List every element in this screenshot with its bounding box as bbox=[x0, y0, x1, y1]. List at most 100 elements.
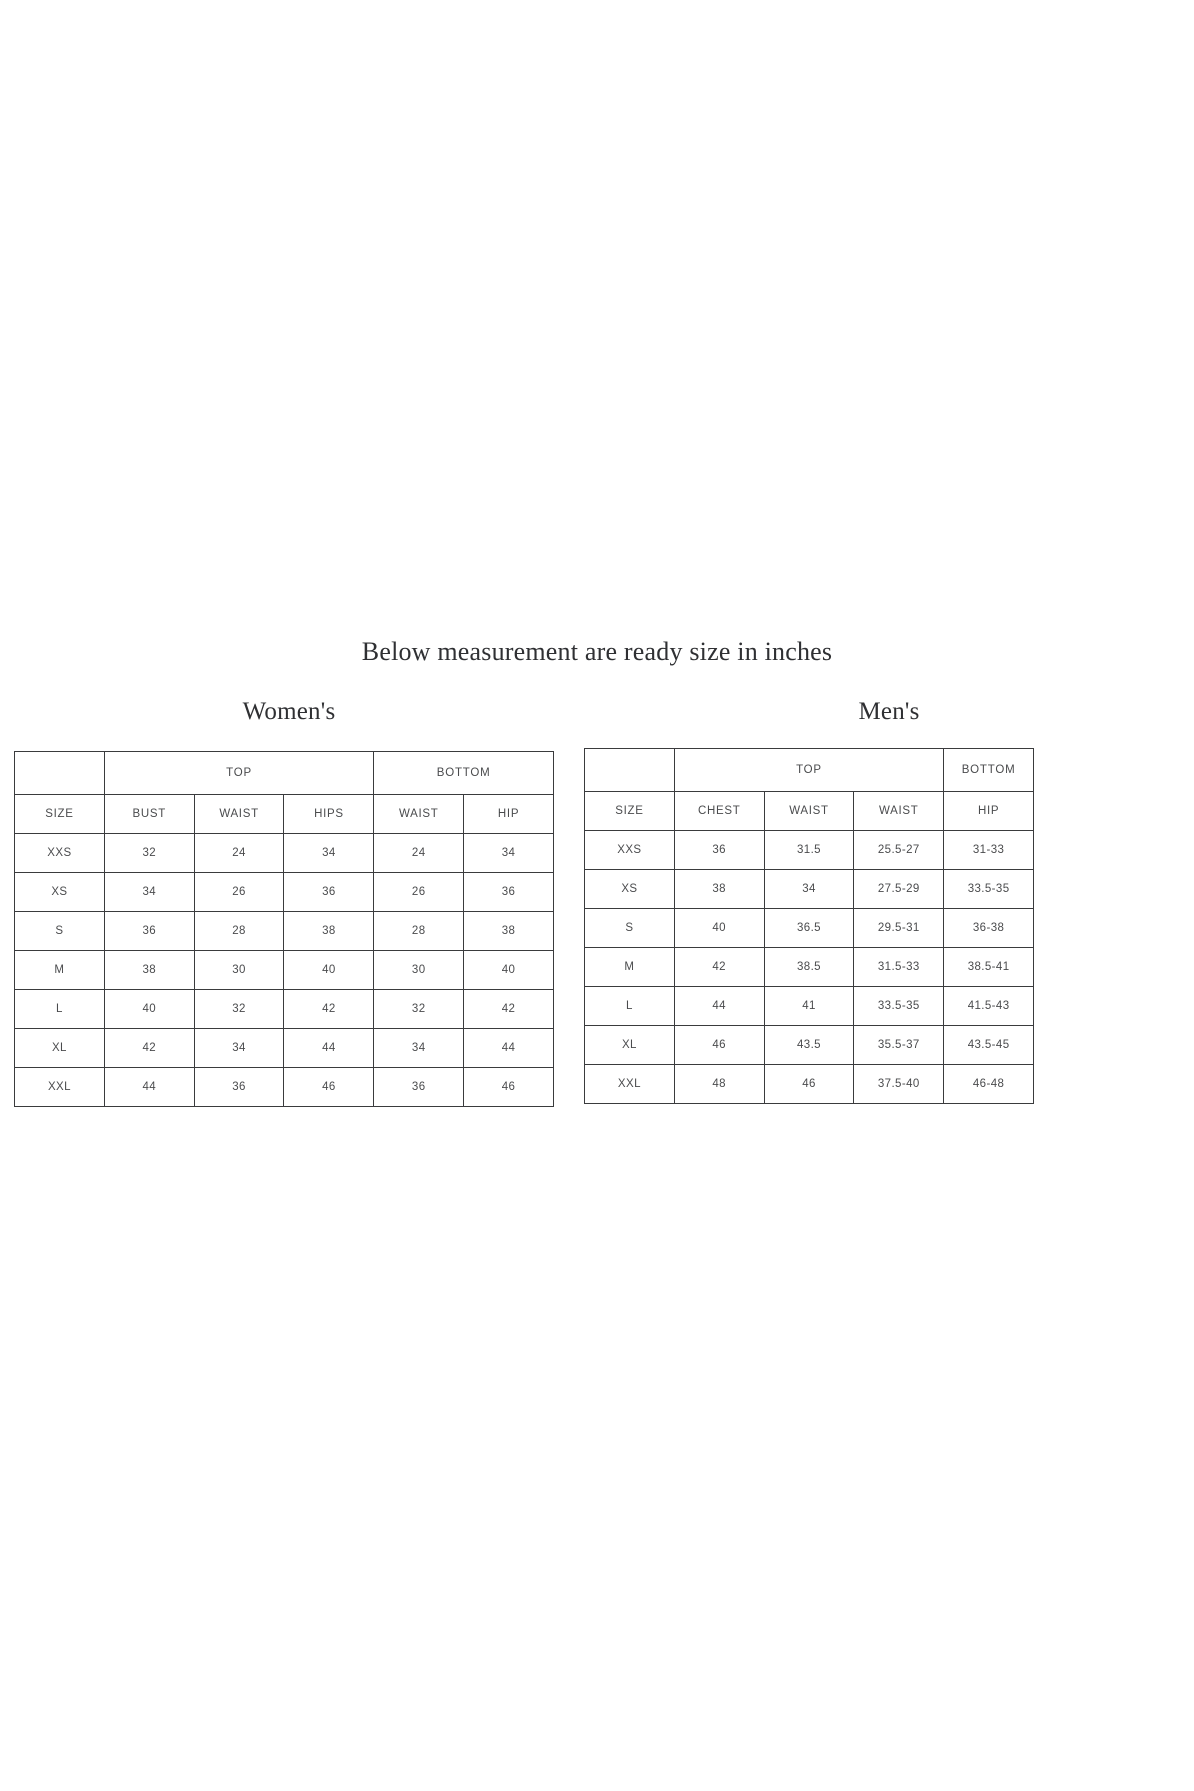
measurement-cell: 46-48 bbox=[943, 1064, 1034, 1104]
measurement-cell: 31.5 bbox=[763, 830, 855, 870]
size-label-cell: S bbox=[584, 908, 675, 948]
measurement-cell: 28 bbox=[193, 911, 285, 951]
measurement-cell: 36 bbox=[283, 872, 375, 912]
measurement-cell: 36.5 bbox=[763, 908, 855, 948]
measurement-cell: 38 bbox=[103, 950, 195, 990]
group-header-empty bbox=[14, 751, 105, 795]
table-row: XXS 36 31.5 25.5-27 31-33 bbox=[584, 830, 1034, 870]
table-row: XXS 32 24 34 24 34 bbox=[14, 833, 554, 873]
measurement-cell: 34 bbox=[193, 1028, 285, 1068]
measurement-cell: 38 bbox=[463, 911, 554, 951]
column-header-size-0: SIZE bbox=[584, 791, 675, 831]
size-label-cell: XL bbox=[584, 1025, 675, 1065]
measurement-cell: 38.5 bbox=[763, 947, 855, 987]
measurement-cell: 32 bbox=[373, 989, 465, 1029]
measurement-cell: 34 bbox=[283, 833, 375, 873]
column-header-waist-3: WAIST bbox=[853, 791, 945, 831]
table-row: XL 42 34 44 34 44 bbox=[14, 1028, 554, 1068]
womens-size-table: TOP BOTTOM SIZE BUST WAIST HIPS WAIST HIP XXS 32 2… bbox=[14, 751, 554, 1107]
size-label-cell: XS bbox=[14, 872, 105, 912]
column-header-row: SIZE CHEST WAIST WAIST HIP bbox=[584, 791, 1034, 831]
measurement-cell: 24 bbox=[193, 833, 285, 873]
measurement-cell: 36-38 bbox=[943, 908, 1034, 948]
measurement-cell: 26 bbox=[193, 872, 285, 912]
measurement-cell: 36 bbox=[673, 830, 765, 870]
mens-size-table: TOP BOTTOM SIZE CHEST WAIST WAIST HIP XXS 36 31.5… bbox=[584, 748, 1034, 1104]
table-row: XS 34 26 36 26 36 bbox=[14, 872, 554, 912]
table-row: S 36 28 38 28 38 bbox=[14, 911, 554, 951]
measurement-cell: 24 bbox=[373, 833, 465, 873]
measurement-cell: 40 bbox=[103, 989, 195, 1029]
size-label-cell: XS bbox=[584, 869, 675, 909]
table-row: S 40 36.5 29.5-31 36-38 bbox=[584, 908, 1034, 948]
measurement-cell: 31.5-33 bbox=[853, 947, 945, 987]
size-label-cell: L bbox=[584, 986, 675, 1026]
table-row: L 44 41 33.5-35 41.5-43 bbox=[584, 986, 1034, 1026]
measurement-cell: 25.5-27 bbox=[853, 830, 945, 870]
size-label-cell: M bbox=[14, 950, 105, 990]
group-header-bottom: BOTTOM bbox=[373, 751, 554, 795]
measurement-cell: 41.5-43 bbox=[943, 986, 1034, 1026]
size-label-cell: XL bbox=[14, 1028, 105, 1068]
measurement-cell: 31-33 bbox=[943, 830, 1034, 870]
group-header-top: TOP bbox=[103, 751, 375, 795]
group-header-empty bbox=[584, 748, 675, 792]
measurement-cell: 36 bbox=[463, 872, 554, 912]
measurement-cell: 38 bbox=[283, 911, 375, 951]
column-header-hip-4: HIP bbox=[943, 791, 1034, 831]
measurement-cell: 42 bbox=[103, 1028, 195, 1068]
measurement-cell: 42 bbox=[463, 989, 554, 1029]
measurement-cell: 44 bbox=[103, 1067, 195, 1107]
measurement-cell: 29.5-31 bbox=[853, 908, 945, 948]
column-header-chest-1: CHEST bbox=[673, 791, 765, 831]
size-label-cell: L bbox=[14, 989, 105, 1029]
table-row: XXL 44 36 46 36 46 bbox=[14, 1067, 554, 1107]
column-header-waist-2: WAIST bbox=[193, 794, 285, 834]
measurement-cell: 44 bbox=[463, 1028, 554, 1068]
group-header-bottom: BOTTOM bbox=[943, 748, 1034, 792]
measurement-cell: 44 bbox=[283, 1028, 375, 1068]
column-header-waist-2: WAIST bbox=[763, 791, 855, 831]
size-label-cell: XXS bbox=[584, 830, 675, 870]
measurement-cell: 26 bbox=[373, 872, 465, 912]
measurement-cell: 37.5-40 bbox=[853, 1064, 945, 1104]
measurement-cell: 32 bbox=[193, 989, 285, 1029]
column-header-size-0: SIZE bbox=[14, 794, 105, 834]
measurement-cell: 40 bbox=[283, 950, 375, 990]
measurement-cell: 36 bbox=[373, 1067, 465, 1107]
measurement-cell: 41 bbox=[763, 986, 855, 1026]
measurement-cell: 46 bbox=[463, 1067, 554, 1107]
womens-section-heading: Women's bbox=[242, 698, 336, 725]
measurement-cell: 33.5-35 bbox=[943, 869, 1034, 909]
table-row: M 42 38.5 31.5-33 38.5-41 bbox=[584, 947, 1034, 987]
group-header-row: TOP BOTTOM bbox=[14, 751, 554, 795]
measurement-cell: 42 bbox=[283, 989, 375, 1029]
measurement-cell: 46 bbox=[673, 1025, 765, 1065]
table-row: L 40 32 42 32 42 bbox=[14, 989, 554, 1029]
mens-table-body: TOP BOTTOM SIZE CHEST WAIST WAIST HIP XXS 36 31.5… bbox=[584, 748, 1034, 1104]
group-header-row: TOP BOTTOM bbox=[584, 748, 1034, 792]
measurement-cell: 38 bbox=[673, 869, 765, 909]
size-label-cell: M bbox=[584, 947, 675, 987]
table-row: M 38 30 40 30 40 bbox=[14, 950, 554, 990]
measurement-cell: 42 bbox=[673, 947, 765, 987]
measurement-cell: 48 bbox=[673, 1064, 765, 1104]
womens-table-body: TOP BOTTOM SIZE BUST WAIST HIPS WAIST HIP XXS 32 2… bbox=[14, 751, 554, 1107]
measurement-cell: 38.5-41 bbox=[943, 947, 1034, 987]
measurement-cell: 35.5-37 bbox=[853, 1025, 945, 1065]
measurement-cell: 34 bbox=[463, 833, 554, 873]
measurement-cell: 40 bbox=[673, 908, 765, 948]
column-header-waist-4: WAIST bbox=[373, 794, 465, 834]
column-header-bust-1: BUST bbox=[103, 794, 195, 834]
measurement-cell: 28 bbox=[373, 911, 465, 951]
measurement-cell: 43.5 bbox=[763, 1025, 855, 1065]
table-row: XL 46 43.5 35.5-37 43.5-45 bbox=[584, 1025, 1034, 1065]
measurement-cell: 34 bbox=[373, 1028, 465, 1068]
size-label-cell: XXL bbox=[14, 1067, 105, 1107]
page-title: Below measurement are ready size in inch… bbox=[361, 637, 833, 666]
size-label-cell: XXL bbox=[584, 1064, 675, 1104]
mens-section-heading: Men's bbox=[858, 698, 920, 725]
table-row: XXL 48 46 37.5-40 46-48 bbox=[584, 1064, 1034, 1104]
table-row: XS 38 34 27.5-29 33.5-35 bbox=[584, 869, 1034, 909]
